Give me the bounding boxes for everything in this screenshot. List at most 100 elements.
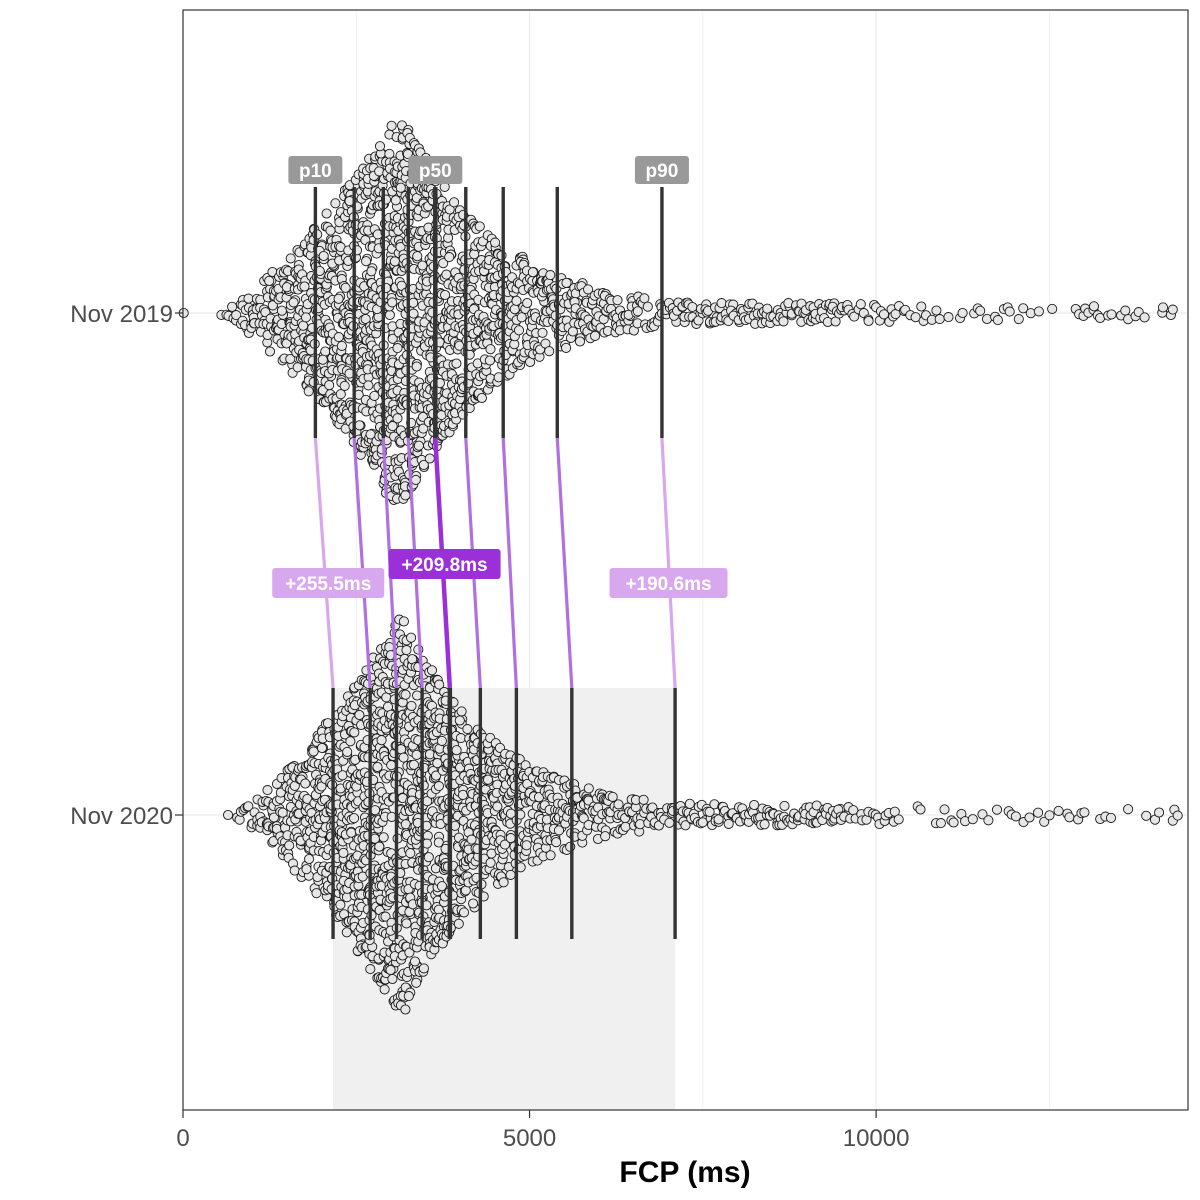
x-axis-title: FCP (ms) [619, 1156, 750, 1189]
swarm-point [583, 284, 594, 295]
swarm-point [384, 309, 395, 321]
swarm-point [1010, 811, 1021, 822]
swarm-point [426, 665, 438, 676]
swarm-point [1047, 303, 1058, 314]
swarm-point [537, 327, 548, 338]
y-tick-label: Nov 2019 [70, 301, 173, 328]
swarm-point [372, 761, 383, 773]
swarm-point [485, 344, 496, 355]
swarm-point [1024, 812, 1035, 823]
swarm-point [434, 679, 445, 690]
swarm-point [243, 801, 254, 812]
swarm-point [967, 814, 978, 825]
swarm-point [1139, 312, 1150, 323]
swarm-point [915, 804, 926, 815]
swarm-point [522, 297, 533, 309]
swarm-point [1025, 308, 1036, 319]
swarm-point [390, 195, 401, 206]
swarm-point [276, 305, 287, 316]
swarm-point [1018, 303, 1029, 314]
swarm-point [360, 313, 371, 325]
swarm-point [308, 746, 319, 757]
swarm-point [635, 819, 646, 830]
swarm-point [474, 221, 485, 232]
swarm-point [545, 270, 556, 281]
swarm-point [387, 297, 398, 308]
swarm-point [338, 847, 349, 858]
swarm-point [423, 852, 434, 863]
swarm-point [361, 256, 372, 267]
swarm-point [363, 380, 374, 391]
swarm-point [413, 440, 424, 451]
swarm-point [458, 907, 470, 918]
swarm-point [544, 346, 555, 357]
swarm-point [567, 326, 578, 337]
swarm-point [697, 817, 708, 828]
swarm-point [264, 346, 276, 357]
swarm-point [376, 735, 387, 746]
swarm-point [991, 804, 1003, 815]
swarm-point [395, 182, 406, 193]
swarm-point [342, 746, 353, 757]
swarm-point [340, 282, 351, 293]
percentile-badge-p10: p10 [288, 156, 343, 184]
swarm-point [411, 361, 422, 372]
swarm-point [779, 800, 790, 811]
swarm-point [1053, 805, 1064, 816]
percentile-badge-p50: p50 [408, 156, 463, 184]
swarm-point [292, 362, 303, 373]
swarm-point [454, 715, 465, 726]
swarm-point [551, 837, 562, 848]
swarm-point [267, 300, 278, 311]
swarm-point [432, 758, 443, 769]
swarm-point [438, 258, 449, 269]
swarm-point [684, 798, 695, 809]
swarm-point [405, 848, 416, 859]
swarm-point [406, 632, 417, 643]
swarm-point [1123, 804, 1134, 815]
swarm-point [1167, 304, 1178, 315]
swarm-point [404, 947, 415, 958]
swarm-point [590, 330, 601, 341]
swarm-point [638, 794, 649, 805]
plot-border [182, 9, 1189, 1111]
swarm-point [759, 819, 770, 830]
swarm-point [301, 864, 312, 875]
swarm-point [545, 850, 556, 861]
swarm-point [386, 120, 397, 131]
swarm-point [607, 791, 618, 802]
swarm-point [639, 293, 650, 304]
swarm-point [335, 899, 346, 910]
axes: 0 5000 10000 Nov 2019 Nov 2020 [70, 301, 909, 1152]
swarm-point [553, 825, 565, 836]
swarm-point [462, 724, 473, 735]
swarm-point [451, 745, 462, 756]
swarm-point [498, 877, 509, 888]
swarm-point [431, 770, 442, 781]
swarm-point [398, 616, 409, 627]
swarm-point [931, 305, 942, 316]
delta-label-p50-box [388, 549, 501, 579]
swarm-point [349, 727, 360, 738]
percentile-badge-p90: p90 [634, 156, 689, 184]
swarm-point [389, 256, 400, 267]
swarm-point [505, 869, 516, 880]
swarm-point [934, 314, 945, 325]
swarm-point [664, 817, 675, 828]
delta-label-p50: +209.8ms [388, 549, 501, 579]
swarm-point [509, 304, 520, 315]
swarm-point [374, 841, 385, 852]
swarm-point [444, 252, 455, 263]
swarm-point [300, 312, 312, 323]
swarm-point [387, 421, 398, 432]
x-tick-label: 10000 [843, 1125, 910, 1152]
swarm-point [632, 306, 643, 317]
swarm-point [948, 817, 959, 828]
y-tick-label: Nov 2020 [70, 803, 173, 830]
swarm-point [456, 706, 467, 717]
swarm-point [300, 778, 311, 789]
swarm-point [349, 813, 360, 824]
swarm-point [408, 759, 419, 770]
swarm-point [492, 801, 503, 812]
